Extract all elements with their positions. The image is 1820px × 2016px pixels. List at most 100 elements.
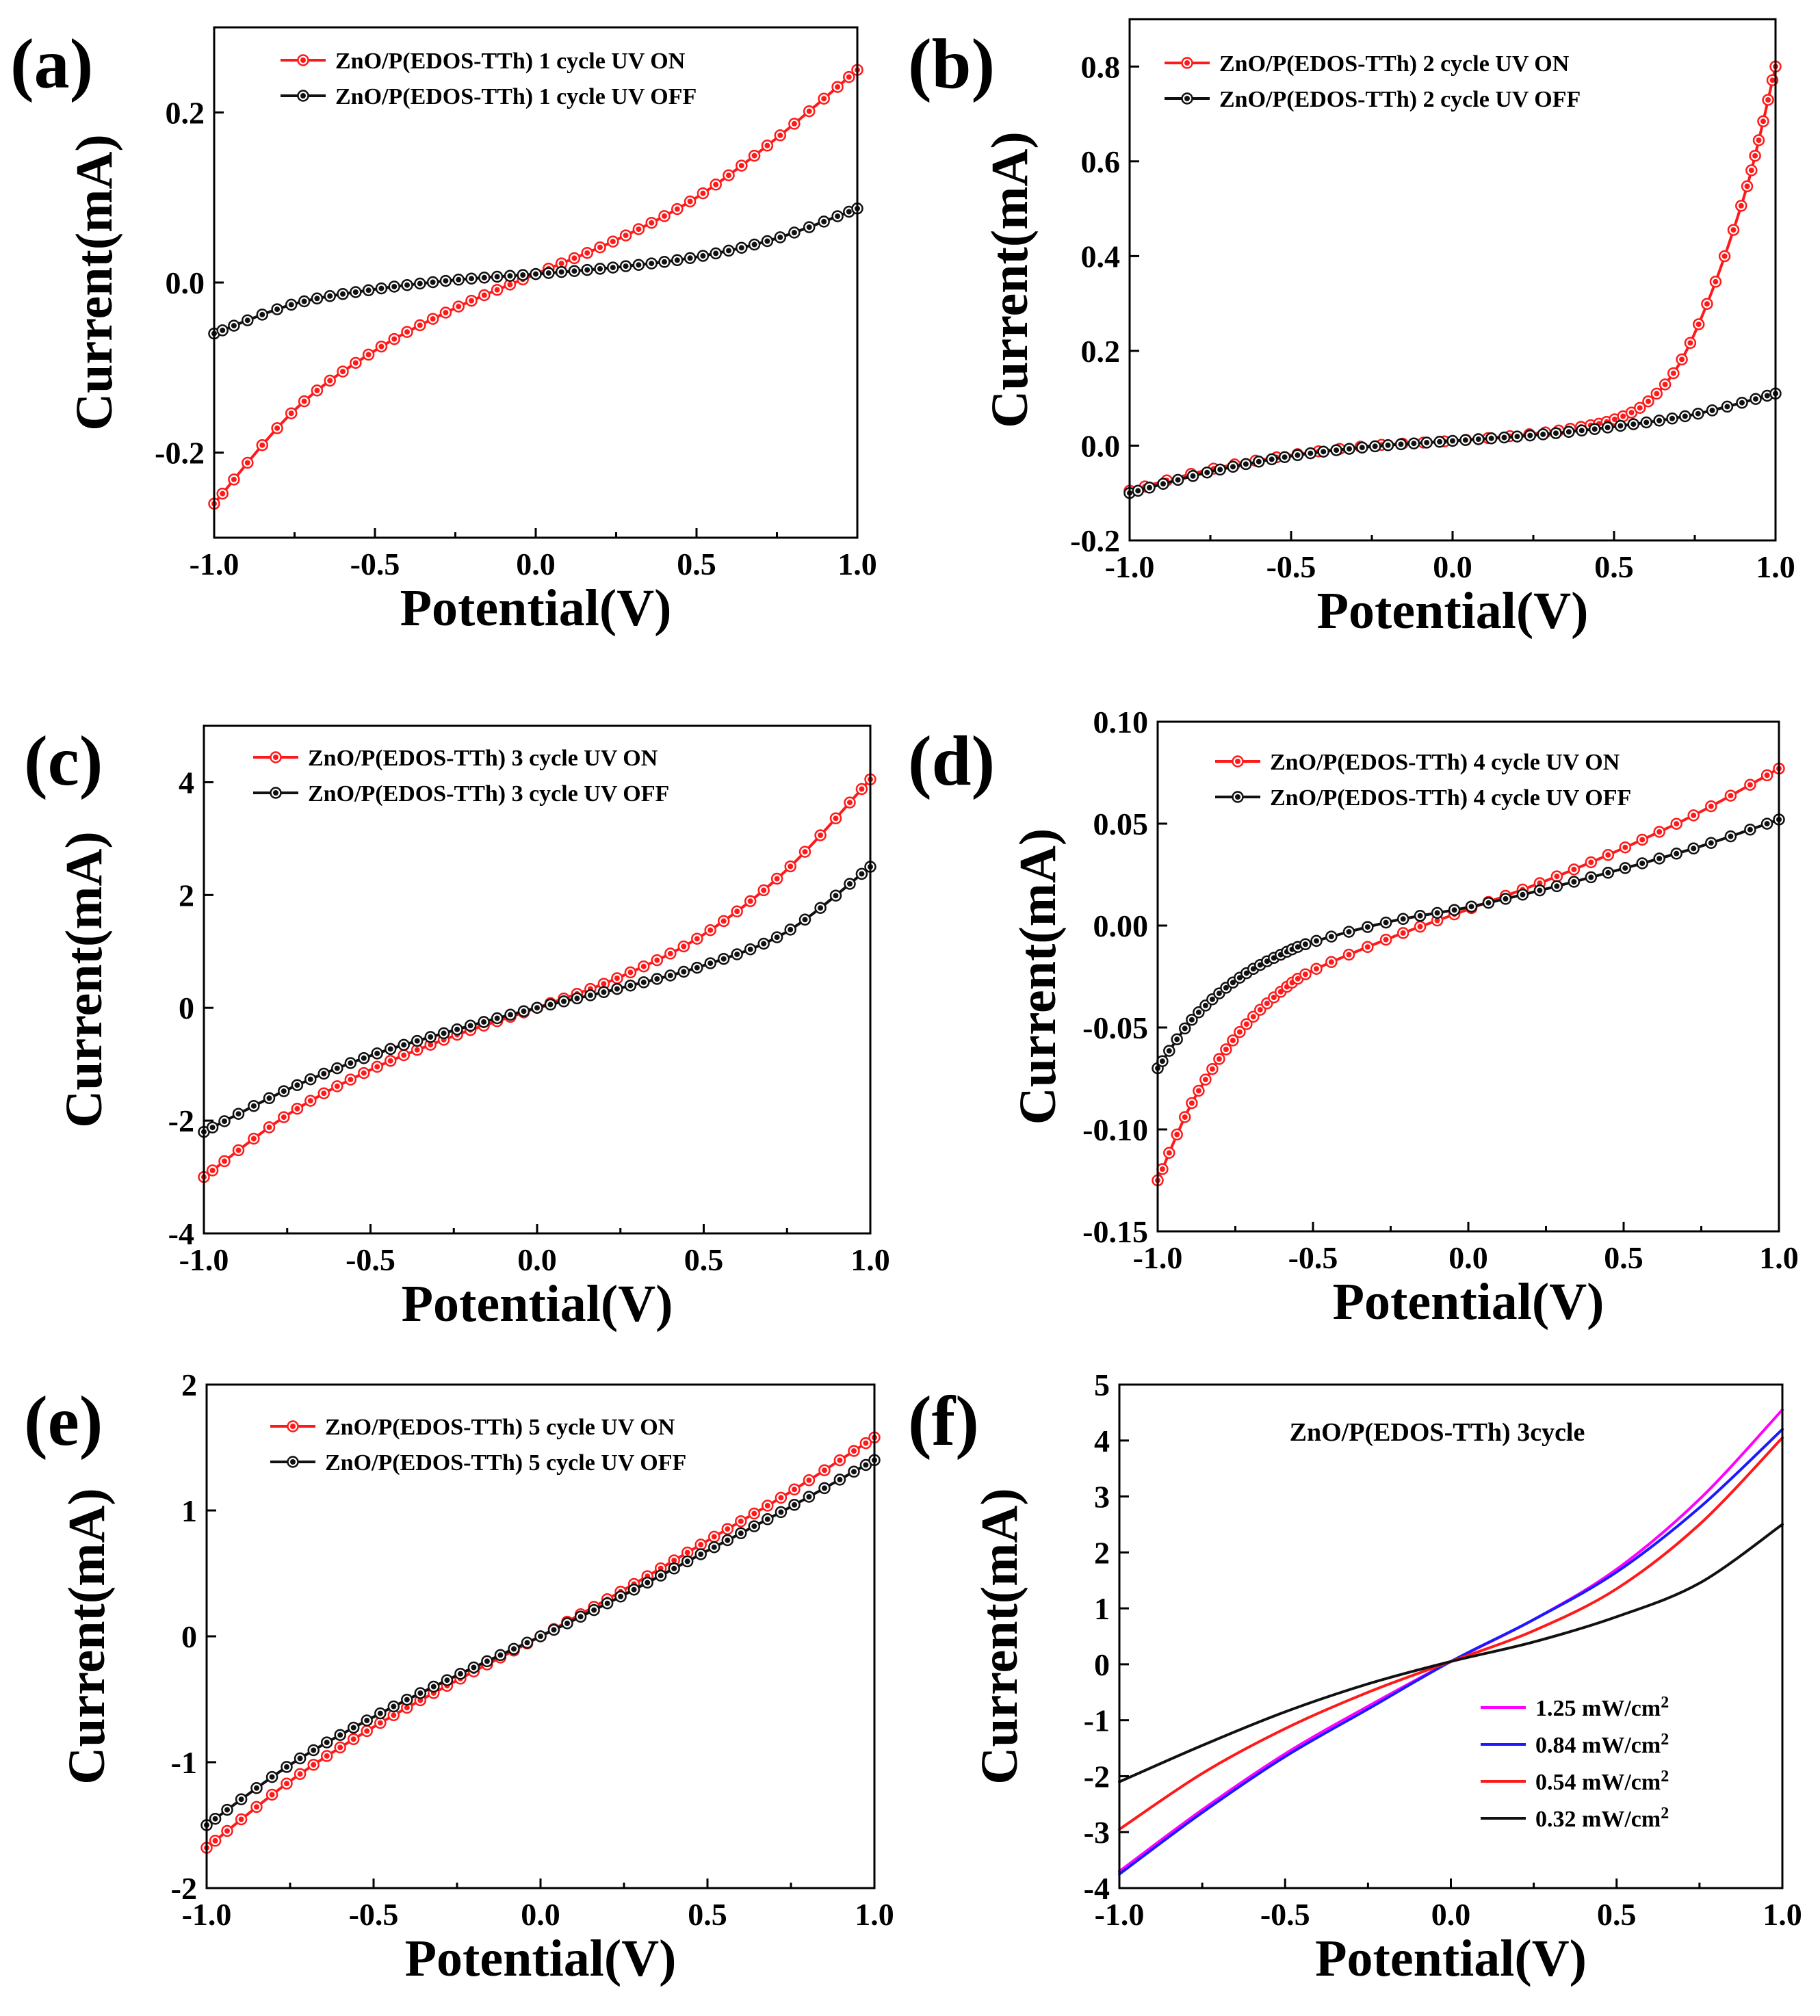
data-point-core xyxy=(1188,1100,1195,1106)
data-point-core xyxy=(1674,821,1680,827)
x-tick-label: 0.0 xyxy=(516,547,556,581)
data-point-core xyxy=(377,1710,383,1716)
data-point-core xyxy=(720,918,727,924)
series-group xyxy=(200,1431,881,1854)
data-point-core xyxy=(658,1565,664,1571)
panel-b: (b) -1.0 -0.5 0.0 0.5 1.0 -0.2 0.0 0.2 0.4 0.6 0.8 P… xyxy=(908,18,1795,640)
data-point-core xyxy=(334,1083,340,1089)
data-point-core xyxy=(726,248,731,254)
data-point-core xyxy=(481,292,487,298)
data-point-core xyxy=(337,1732,343,1738)
data-point-core xyxy=(802,849,808,855)
data-point-core xyxy=(1620,413,1626,419)
data-point-core xyxy=(627,969,634,976)
data-point-core xyxy=(1314,938,1319,944)
data-point-core xyxy=(1752,153,1758,159)
panel-e: (e) -1.0 -0.5 0.0 0.5 1.0 -2 -1 0 1 2 Potential(V) C… xyxy=(24,1367,894,1987)
legend-marker-core xyxy=(273,790,278,796)
data-point-core xyxy=(1605,852,1611,858)
data-point-core xyxy=(601,989,607,995)
data-point-core xyxy=(374,1064,380,1070)
data-point-core xyxy=(851,1448,857,1454)
data-point-core xyxy=(1204,469,1210,475)
y-tick-label: -1 xyxy=(171,1745,197,1780)
data-point-core xyxy=(1302,941,1308,947)
data-point-core xyxy=(618,1593,624,1599)
x-tick-label: -0.5 xyxy=(1288,1240,1338,1275)
x-tick-label: 1.0 xyxy=(1763,1897,1802,1932)
legend-entry: 1.25 mW/cm2 xyxy=(1535,1694,1669,1721)
data-point-core xyxy=(377,1720,383,1726)
legend-entry: ZnO/P(EDOS-TTh) 4 cycle UV ON xyxy=(1270,750,1620,775)
y-tick-label: 2 xyxy=(181,1367,197,1402)
data-point-core xyxy=(1691,812,1697,818)
data-point-core xyxy=(401,1042,407,1048)
data-point-core xyxy=(1383,937,1389,943)
data-point-core xyxy=(734,908,740,915)
data-point-core xyxy=(1520,891,1526,898)
data-point-core xyxy=(734,952,740,957)
data-point-core xyxy=(1223,984,1229,991)
data-point-core xyxy=(269,1774,275,1780)
data-point-core xyxy=(1475,436,1481,442)
data-point-core xyxy=(520,272,526,278)
series-line-2 xyxy=(1118,1436,1784,1831)
data-point-core xyxy=(584,267,590,273)
y-tick-label: 0 xyxy=(179,991,194,1025)
legend-entry-label: ZnO/P(EDOS-TTh) 3 cycle UV ON xyxy=(308,746,658,771)
data-point-core xyxy=(751,1510,757,1517)
data-point-core xyxy=(222,1118,227,1124)
data-point-core xyxy=(417,322,423,328)
data-point-core xyxy=(254,1804,259,1810)
data-point-core xyxy=(1739,400,1745,406)
legend-entry-superscript: 2 xyxy=(1661,1768,1669,1785)
data-point-core xyxy=(1372,443,1378,449)
x-tick-label: 0.5 xyxy=(1594,549,1634,584)
data-point-core xyxy=(311,1747,317,1753)
data-point-core xyxy=(792,1502,797,1508)
data-point-core xyxy=(1764,393,1770,399)
legend-marker-core xyxy=(290,1424,296,1429)
data-point-core xyxy=(378,285,385,291)
data-point-core xyxy=(1721,253,1728,259)
data-point-core xyxy=(365,287,372,293)
x-axis-title: Potential(V) xyxy=(1333,1273,1604,1331)
series-line-1 xyxy=(1118,1428,1784,1876)
data-point-core xyxy=(212,1816,218,1822)
data-point-core xyxy=(1611,417,1617,422)
y-tick-label: 0.2 xyxy=(1081,334,1121,369)
data-point-core xyxy=(806,1477,812,1483)
data-point-core xyxy=(1622,865,1628,871)
data-point-core xyxy=(821,96,827,102)
data-point-core xyxy=(778,1509,784,1515)
x-tick-label: 0.5 xyxy=(1597,1897,1637,1932)
y-tick-label: 1 xyxy=(1094,1591,1110,1626)
data-point-core xyxy=(614,986,620,992)
data-point-core xyxy=(307,1098,313,1104)
data-point-core xyxy=(404,1705,410,1711)
data-point-core xyxy=(1182,1025,1188,1032)
data-point-core xyxy=(443,278,449,284)
x-tick-label: -1.0 xyxy=(1095,1897,1145,1932)
x-tick-label: -0.5 xyxy=(349,1897,399,1932)
data-point-core xyxy=(457,1671,463,1677)
data-point-core xyxy=(1748,168,1754,173)
data-point-core xyxy=(469,298,474,304)
data-point-core xyxy=(833,815,839,822)
data-point-core xyxy=(1565,429,1572,435)
data-point-core xyxy=(597,265,603,272)
data-point-core xyxy=(1769,77,1776,83)
data-point-core xyxy=(259,442,265,448)
data-point-core xyxy=(738,1518,744,1524)
data-point-core xyxy=(1230,1037,1236,1043)
data-point-core xyxy=(764,142,770,148)
x-tick-label: 1.0 xyxy=(850,1242,890,1277)
data-point-core xyxy=(209,1167,216,1173)
data-point-core xyxy=(401,1052,407,1058)
legend: ZnO/P(EDOS-TTh) 1 cycle UV ON ZnO/P(EDOS-… xyxy=(281,49,697,109)
data-point-core xyxy=(1760,118,1766,125)
data-point-core xyxy=(1451,907,1457,913)
data-point-core xyxy=(1669,415,1675,421)
y-tick-label: 0.8 xyxy=(1081,49,1121,84)
data-point-core xyxy=(494,287,500,293)
